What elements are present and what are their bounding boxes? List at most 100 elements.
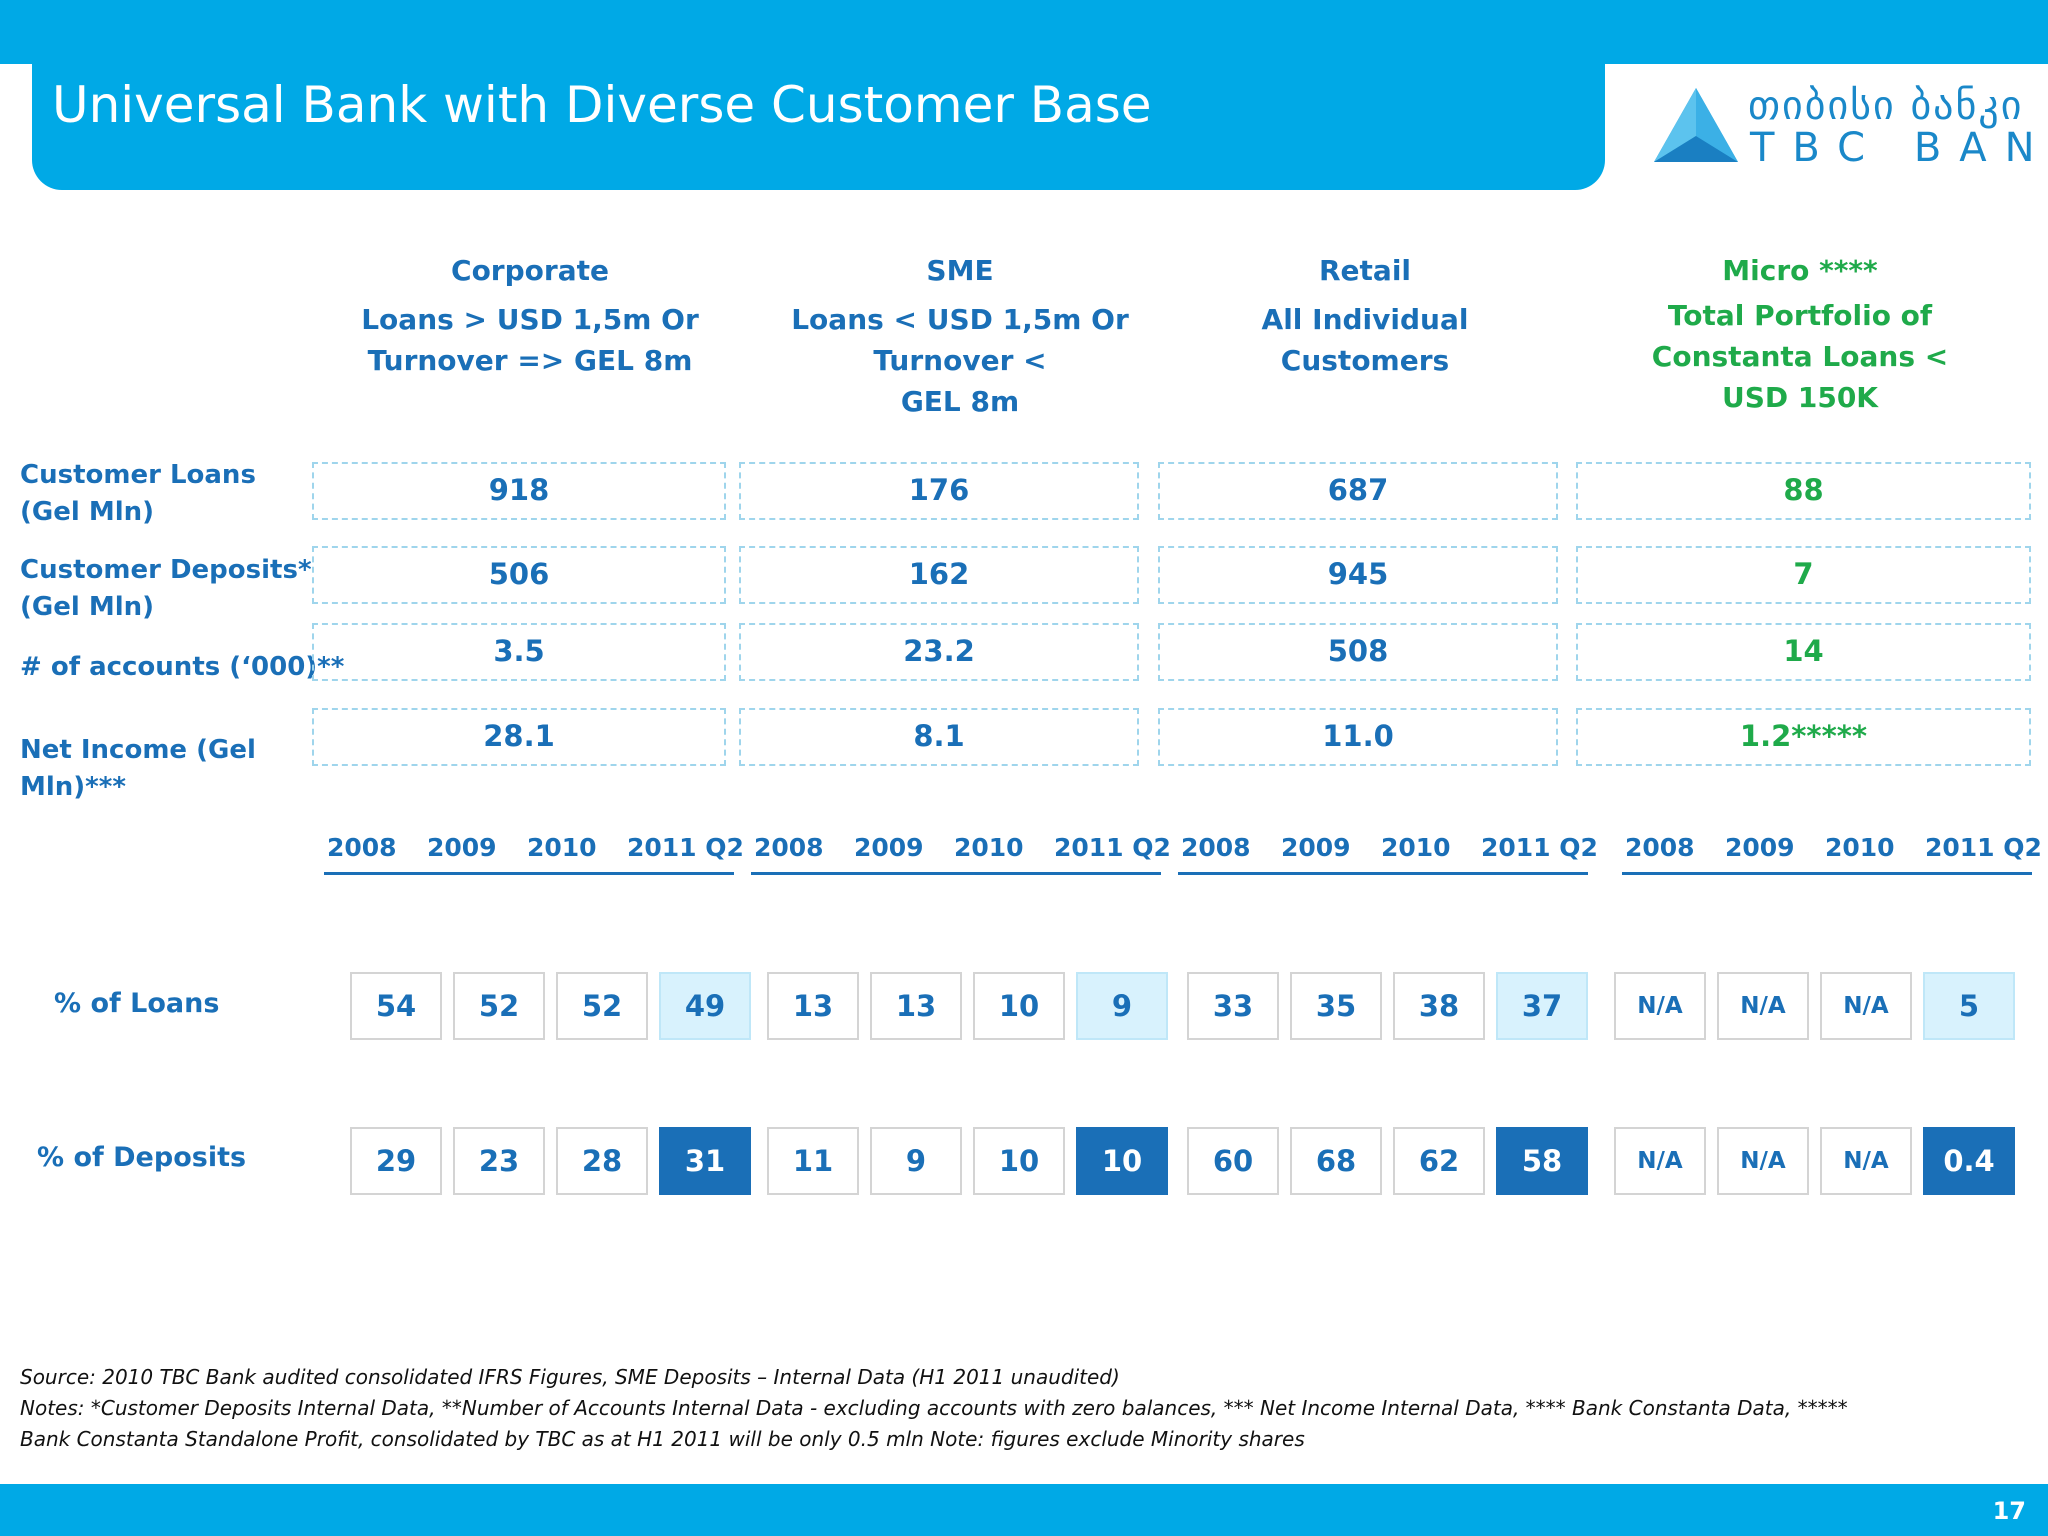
pct-loans-cell: 38: [1393, 972, 1485, 1040]
metric-value: 28.1: [312, 708, 726, 766]
bottom-banner: [0, 1484, 2048, 1536]
segment-name: Retail: [1318, 254, 1412, 287]
segment-desc-line: USD 150K: [1721, 381, 1879, 414]
segment-desc-line: Turnover <: [873, 344, 1047, 377]
pct-deposits-cell: N/A: [1820, 1127, 1912, 1195]
segment-name: Corporate: [451, 254, 609, 287]
segment-desc-line: Loans < USD 1,5m Or: [791, 303, 1129, 336]
logo-georgian-text: თიბისი ბანკი: [1748, 83, 2024, 129]
pct-loans-cell: 54: [350, 972, 442, 1040]
metric-value: 3.5: [312, 623, 726, 681]
pct-deposits-cell: 68: [1290, 1127, 1382, 1195]
year-label: 2008: [1625, 833, 1695, 862]
metric-value: 23.2: [739, 623, 1139, 681]
segment-desc-line: Customers: [1280, 344, 1450, 377]
metric-value: 7: [1576, 546, 2031, 604]
row-label-line: (Gel Mln): [20, 592, 154, 622]
segment-header-corporate: Corporate Loans > USD 1,5m Or Turnover =…: [330, 250, 730, 381]
row-label-customer-loans: Customer Loans (Gel Mln): [20, 457, 320, 531]
pct-deposits-cell: 10: [973, 1127, 1065, 1195]
notes-line: Bank Constanta Standalone Profit, consol…: [20, 1427, 1305, 1451]
metric-value: 11.0: [1158, 708, 1558, 766]
row-label-line: Customer Deposits*: [20, 555, 312, 585]
pct-loans-cell: 9: [1076, 972, 1168, 1040]
metric-value: 1.2*****: [1576, 708, 2031, 766]
year-label: 2008: [754, 833, 824, 862]
pct-deposits-cell: N/A: [1614, 1127, 1706, 1195]
year-label: 2011 Q2: [1481, 833, 1598, 862]
segment-desc-line: All Individual: [1261, 303, 1469, 336]
pct-loans-cell: N/A: [1717, 972, 1809, 1040]
row-label-line: # of accounts (‘000)**: [20, 652, 345, 682]
year-label: 2010: [954, 833, 1024, 862]
year-label: 2008: [327, 833, 397, 862]
segment-desc-line: Loans > USD 1,5m Or: [361, 303, 699, 336]
pct-loans-cell: 37: [1496, 972, 1588, 1040]
title-banner: [32, 0, 1605, 190]
pct-loans-cell: 35: [1290, 972, 1382, 1040]
metric-value: 918: [312, 462, 726, 520]
pct-deposits-cell: N/A: [1717, 1127, 1809, 1195]
year-label: 2011 Q2: [627, 833, 744, 862]
row-label-line: Mln)***: [20, 772, 126, 802]
pct-deposits-cell: 28: [556, 1127, 648, 1195]
page-number: 17: [1992, 1497, 2026, 1525]
pct-deposits-cell: 62: [1393, 1127, 1485, 1195]
pct-loans-cell: 52: [556, 972, 648, 1040]
segment-desc-line: Turnover => GEL 8m: [367, 344, 693, 377]
pct-loans-label: % of Loans: [54, 988, 220, 1019]
year-label: 2010: [1381, 833, 1451, 862]
year-label: 2009: [1725, 833, 1795, 862]
row-label-line: (Gel Mln): [20, 497, 154, 527]
logo-english-text: TBC BANK: [1750, 125, 2048, 171]
footnotes: Source: 2010 TBC Bank audited consolidat…: [20, 1362, 2010, 1455]
segment-name: Micro ****: [1722, 254, 1878, 287]
year-label: 2010: [1825, 833, 1895, 862]
page-title: Universal Bank with Diverse Customer Bas…: [52, 76, 1152, 134]
metric-value: 687: [1158, 462, 1558, 520]
segment-name: SME: [926, 254, 994, 287]
pct-deposits-cell: 11: [767, 1127, 859, 1195]
metric-value: 506: [312, 546, 726, 604]
row-label-customer-deposits: Customer Deposits* (Gel Mln): [20, 552, 320, 626]
pct-deposits-cell: 0.4: [1923, 1127, 2015, 1195]
year-header-micro: 2008 2009 2010 2011 Q2: [1622, 828, 2042, 875]
segment-header-sme: SME Loans < USD 1,5m Or Turnover < GEL 8…: [760, 250, 1160, 422]
metric-value: 8.1: [739, 708, 1139, 766]
tbc-bank-logo: თიბისი ბანკი TBC BANK: [1650, 82, 2048, 172]
pct-deposits-cell: 23: [453, 1127, 545, 1195]
year-label: 2009: [854, 833, 924, 862]
pct-deposits-cell: 58: [1496, 1127, 1588, 1195]
year-label: 2010: [527, 833, 597, 862]
row-label-line: Customer Loans: [20, 460, 256, 490]
pct-loans-cell: N/A: [1614, 972, 1706, 1040]
pct-loans-cell: N/A: [1820, 972, 1912, 1040]
triangle-logo-icon: [1654, 88, 1738, 162]
year-header-corporate: 2008 2009 2010 2011 Q2: [324, 828, 744, 875]
segment-desc-line: GEL 8m: [900, 385, 1020, 418]
pct-deposits-cell: 10: [1076, 1127, 1168, 1195]
row-label-net-income: Net Income (Gel Mln)***: [20, 732, 320, 806]
metric-value: 88: [1576, 462, 2031, 520]
segment-desc-line: Total Portfolio of: [1667, 299, 1933, 332]
pct-deposits-cell: 9: [870, 1127, 962, 1195]
row-label-accounts: # of accounts (‘000)**: [20, 649, 345, 686]
segment-desc-line: Constanta Loans <: [1651, 340, 1949, 373]
year-header-sme: 2008 2009 2010 2011 Q2: [751, 828, 1171, 875]
metric-value: 176: [739, 462, 1139, 520]
pct-loans-cell: 10: [973, 972, 1065, 1040]
pct-deposits-label: % of Deposits: [37, 1142, 247, 1173]
year-label: 2009: [427, 833, 497, 862]
pct-loans-cell: 49: [659, 972, 751, 1040]
pct-loans-cell: 13: [767, 972, 859, 1040]
pct-loans-cell: 33: [1187, 972, 1279, 1040]
pct-loans-cell: 52: [453, 972, 545, 1040]
pct-deposits-cell: 31: [659, 1127, 751, 1195]
metric-value: 162: [739, 546, 1139, 604]
pct-loans-cell: 5: [1923, 972, 2015, 1040]
year-label: 2008: [1181, 833, 1251, 862]
year-label: 2011 Q2: [1925, 833, 2042, 862]
year-header-retail: 2008 2009 2010 2011 Q2: [1178, 828, 1598, 875]
segment-header-micro: Micro **** Total Portfolio of Constanta …: [1600, 250, 2000, 418]
pct-deposits-cell: 60: [1187, 1127, 1279, 1195]
